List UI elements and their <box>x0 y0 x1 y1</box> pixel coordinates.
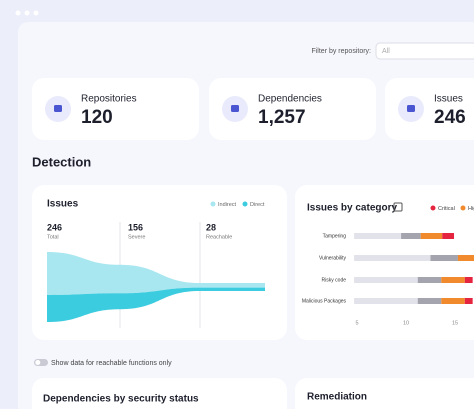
stat-icon <box>231 105 239 112</box>
card-title: Issues by category <box>307 203 397 214</box>
bar-segment <box>442 233 455 239</box>
x-tick-label: 10 <box>403 320 409 326</box>
card-title: Issues <box>47 199 79 210</box>
stat-icon <box>407 105 415 112</box>
bar-segment <box>417 298 442 304</box>
bar-segment <box>354 233 402 239</box>
stat-card <box>385 78 474 140</box>
legend-label: Direct <box>250 202 265 208</box>
filter-select[interactable] <box>375 42 474 60</box>
category-label: Malicious Packages <box>302 298 347 304</box>
filter-label: Filter by repository: <box>311 48 371 55</box>
bar-segment <box>464 277 473 283</box>
legend-label: Indirect <box>218 202 237 208</box>
stage-value: 246 <box>47 222 62 232</box>
bar-segment <box>417 277 442 283</box>
legend-label: Critical <box>438 206 455 212</box>
bar-segment <box>354 298 418 304</box>
stage-value: 28 <box>206 222 216 232</box>
category-label: Risky code <box>322 277 347 283</box>
stat-card <box>209 78 376 140</box>
legend-label: High <box>468 206 474 212</box>
stage-value: 156 <box>128 222 143 232</box>
stat-value: 1,257 <box>258 107 306 128</box>
stage-label: Severe <box>128 234 145 240</box>
window-dot <box>15 10 21 16</box>
legend-swatch <box>242 201 248 207</box>
window-dot <box>24 10 30 16</box>
window-dot <box>33 10 39 16</box>
external-link-icon[interactable] <box>393 202 403 212</box>
stat-label: Dependencies <box>258 94 322 105</box>
flow-area <box>47 252 265 295</box>
section-title: Detection <box>32 154 91 169</box>
toggle-label: Show data for reachable functions only <box>51 360 172 367</box>
category-label: Vulnerability <box>319 255 347 261</box>
stage-label: Total <box>47 234 59 240</box>
bar-segment <box>420 233 443 239</box>
bar-segment <box>430 255 458 261</box>
stat-value: 246 <box>434 107 466 128</box>
x-tick-label: 5 <box>355 320 358 326</box>
flow-area <box>47 287 265 322</box>
bar-segment <box>401 233 421 239</box>
card-title: Remediation <box>307 392 367 403</box>
bottom-card <box>32 378 287 409</box>
stat-label: Issues <box>434 94 463 105</box>
filter-value: All <box>382 48 390 55</box>
x-tick-label: 15 <box>452 320 458 326</box>
legend-swatch <box>210 201 216 207</box>
bar-segment <box>354 277 418 283</box>
bar-segment <box>457 255 474 261</box>
stat-card <box>32 78 199 140</box>
bottom-card <box>295 378 474 409</box>
stage-label: Reachable <box>206 234 232 240</box>
card-title: Dependencies by security status <box>43 394 199 405</box>
bar-segment <box>354 255 431 261</box>
bar-segment <box>464 298 473 304</box>
bar-segment <box>441 298 465 304</box>
legend-swatch <box>430 205 436 211</box>
category-label: Tampering <box>323 233 347 239</box>
stat-value: 120 <box>81 107 113 128</box>
toggle-knob <box>35 360 41 365</box>
stat-icon <box>54 105 62 112</box>
bar-segment <box>441 277 465 283</box>
stat-label: Repositories <box>81 94 137 105</box>
legend-swatch <box>460 205 466 211</box>
